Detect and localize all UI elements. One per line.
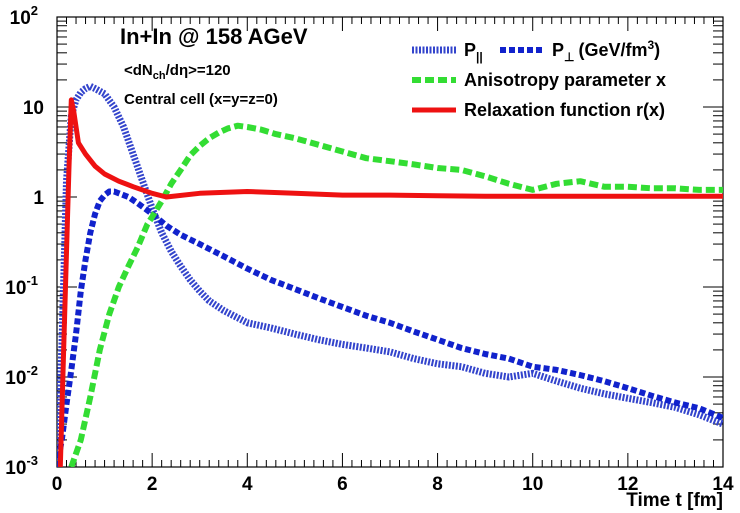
y-tick-labels: 102 10 1 10-1 10-2 10-3 [5,3,44,479]
legend-label-anisotropy: Anisotropy parameter x [464,70,666,90]
y-tick-label: 10-1 [5,273,38,299]
chart-title: In+In @ 158 AGeV [120,24,308,49]
legend: P|| P⊥ (GeV/fm3) Anisotropy parameter x R… [412,38,666,120]
cell-annotation: Central cell (x=y=z=0) [124,91,278,108]
series-lines [57,82,723,467]
series-line-p_parallel [57,82,723,467]
series-line-relaxation [57,97,723,467]
x-tick-label: 12 [617,474,638,495]
x-tick-label: 6 [337,474,348,495]
y-tick-label: 10-2 [5,363,38,389]
x-tick-label: 2 [147,474,158,495]
x-tick-label: 4 [242,474,253,495]
y-tick-label: 102 [10,3,38,29]
y-tick-label: 1 [33,188,44,209]
x-tick-label: 8 [432,474,443,495]
legend-label-p-parallel: P|| [464,40,483,64]
legend-label-relaxation: Relaxation function r(x) [464,100,665,120]
legend-label-p-perp: P⊥ (GeV/fm3) [552,38,660,64]
series-line-anisotropy [68,122,723,467]
series-line-p_perp [57,188,723,467]
y-tick-label: 10 [23,98,44,119]
multiplicity-annotation: <dNch/dη>=120 [124,62,231,82]
x-tick-label: 10 [522,474,543,495]
y-tick-label: 10-3 [5,453,38,479]
x-tick-label: 14 [712,474,734,495]
x-tick-labels: 0 2 4 6 8 10 12 14 [52,474,734,495]
x-tick-label: 0 [52,474,63,495]
x-axis-label: Time t [fm] [626,490,723,511]
